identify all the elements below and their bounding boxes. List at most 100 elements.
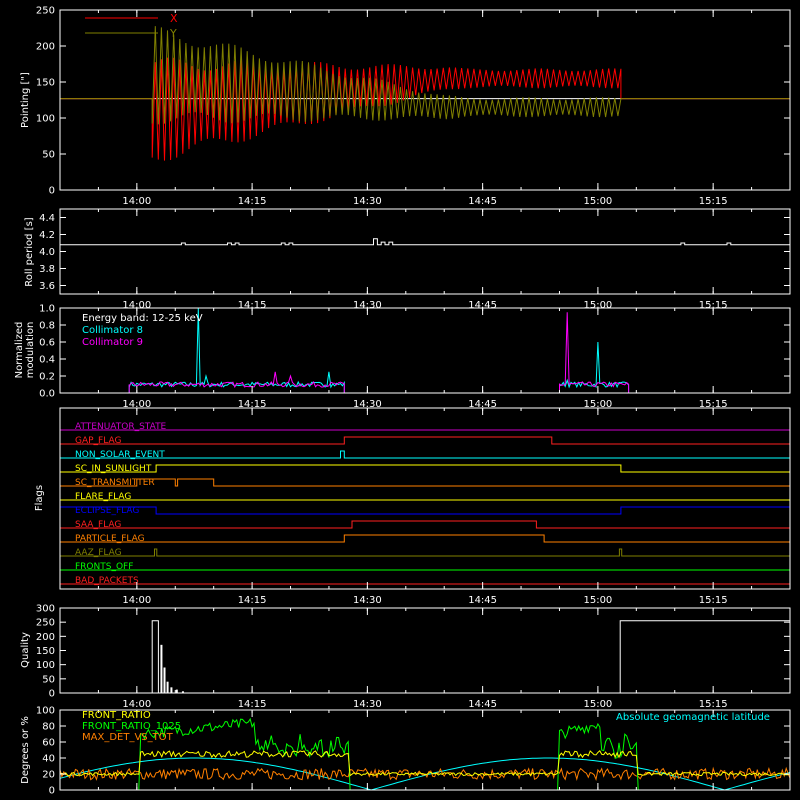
time-tick-label: 15:00 (583, 399, 612, 410)
time-tick-label: 14:45 (468, 196, 497, 207)
y-tick-label: 100 (36, 660, 55, 671)
flag-label: ATTENUATOR_STATE (75, 422, 167, 432)
quality-axes: 14:00 14:15 14:30 14:45 15:00 15:15 0 50 100 150 2… (36, 604, 791, 710)
legend-front-ratio-1025: FRONT_RATIO_1025 (82, 721, 181, 732)
y-tick-label: 0.2 (39, 372, 55, 383)
geomag-latitude-line (59, 757, 791, 791)
time-tick-label: 14:15 (238, 300, 267, 311)
flags-axes: 14:00 14:15 14:30 14:45 15:00 15:15 (59, 408, 791, 606)
quality-ylabel: Quality (20, 632, 31, 668)
y-tick-label: 0.4 (39, 355, 55, 366)
y-tick-label: 250 (36, 618, 55, 629)
time-tick-label: 14:00 (122, 399, 151, 410)
y-tick-label: 3.6 (39, 281, 55, 292)
y-tick-label: 3.8 (39, 264, 55, 275)
pointing-panel: 14:00 14:15 14:30 14:45 15:00 15:15 0 50 100 150 2… (20, 6, 791, 207)
flags-ylabel: Flags (34, 485, 45, 511)
flag-label: SAA_FLAG (75, 520, 121, 530)
flags-frame (59, 407, 791, 590)
y-tick-label: 200 (36, 42, 55, 53)
y-tick-label: 0.6 (39, 338, 55, 349)
pointing-frame (59, 9, 791, 191)
quality-series (60, 620, 790, 694)
roll-period-line (60, 238, 790, 246)
y-tick-label: 1.0 (39, 304, 55, 315)
time-tick-label: 14:00 (122, 699, 151, 710)
y-tick-label: 20 (42, 770, 55, 781)
flag-label: FLARE_FLAG (75, 492, 131, 502)
y-tick-label: 0.0 (39, 389, 55, 400)
front-ratio-frame (59, 709, 791, 791)
legend-front-ratio: FRONT_RATIO (82, 710, 151, 721)
front-ratio-panel: 0 20 40 60 80 100 Degrees or % FRONT_RATIO FR… (20, 706, 791, 797)
roll-ylabel: Roll period [s] (24, 217, 35, 286)
modulation-series (60, 307, 790, 394)
quality-line (60, 620, 790, 694)
time-tick-label: 14:45 (468, 595, 497, 606)
roll-panel: 14:00 14:15 14:30 14:45 15:00 15:15 3.6 3.8 4.0 4… (24, 208, 791, 311)
flag-line-sc-in-sunlight (60, 464, 790, 473)
flags-series: ATTENUATOR_STATE GAP_FLAG NON_SOLAR_EVENT S… (59, 422, 791, 586)
time-tick-label: 14:30 (353, 699, 382, 710)
time-tick-label: 14:00 (122, 595, 151, 606)
y-tick-label: 0 (49, 689, 55, 700)
quality-panel: 14:00 14:15 14:30 14:45 15:00 15:15 0 50 100 150 2… (20, 604, 791, 710)
legend-x-label: X (170, 12, 178, 25)
y-tick-label: 40 (42, 754, 55, 765)
modulation-ylabel-2: modulation (25, 322, 36, 379)
modulation-panel: 14:00 14:15 14:30 14:45 15:00 15:15 0.0 0.2 0.4 0… (14, 304, 791, 410)
flag-line-sc-transmitter (60, 478, 790, 487)
front-ratio-axes: 0 20 40 60 80 100 (36, 706, 791, 797)
y-tick-label: 50 (42, 674, 55, 685)
time-tick-label: 15:00 (583, 595, 612, 606)
modulation-series-collimator-9 (60, 312, 790, 394)
geomag-latitude-label: Absolute geomagnetic latitude (616, 712, 770, 723)
time-tick-label: 15:15 (699, 196, 728, 207)
flag-line-gap-flag (60, 436, 790, 445)
modulation-frame (59, 307, 791, 394)
time-tick-label: 14:30 (353, 196, 382, 207)
pointing-series-x (60, 57, 790, 161)
flag-label: AAZ_FLAG (75, 548, 122, 558)
flag-line-non-solar-event (60, 450, 790, 459)
modulation-axes: 14:00 14:15 14:30 14:45 15:00 15:15 0.0 0.2 0.4 0… (39, 304, 791, 410)
time-tick-label: 14:45 (468, 399, 497, 410)
time-tick-label: 14:15 (238, 595, 267, 606)
flag-label: BAD_PACKETS (75, 576, 139, 586)
time-tick-label: 14:30 (353, 399, 382, 410)
y-tick-label: 50 (42, 150, 55, 161)
flag-label: PARTICLE_FLAG (75, 534, 145, 544)
y-tick-label: 200 (36, 632, 55, 643)
y-tick-label: 150 (36, 78, 55, 89)
pointing-ylabel: Pointing ["] (20, 72, 31, 128)
pointing-series (60, 26, 790, 161)
flag-line-eclipse-flag (59, 506, 791, 515)
y-tick-label: 0 (49, 786, 55, 797)
time-tick-label: 14:15 (238, 699, 267, 710)
time-tick-label: 14:15 (238, 196, 267, 207)
pointing-axes: 14:00 14:15 14:30 14:45 15:00 15:15 0 50 100 150 2… (36, 6, 791, 207)
flag-label: SC_TRANSMITTER (75, 478, 155, 488)
time-tick-label: 15:15 (699, 399, 728, 410)
flag-label: GAP_FLAG (75, 436, 121, 446)
time-tick-label: 14:30 (353, 595, 382, 606)
y-tick-label: 100 (36, 706, 55, 717)
y-tick-label: 250 (36, 6, 55, 17)
y-tick-label: 4.2 (39, 230, 55, 241)
flag-line-saa-flag (60, 520, 790, 529)
flag-label: SC_IN_SUNLIGHT (75, 464, 152, 474)
modulation-ylabel-1: Normalized (14, 322, 25, 379)
time-tick-label: 15:00 (583, 196, 612, 207)
time-tick-label: 14:45 (468, 300, 497, 311)
flag-label: NON_SOLAR_EVENT (75, 450, 165, 460)
flag-line-particle-flag (60, 534, 790, 543)
collimator-8-label: Collimator 8 (82, 325, 143, 336)
roll-series (60, 238, 790, 246)
y-tick-label: 150 (36, 646, 55, 657)
front-ratio-line (59, 750, 791, 777)
y-tick-label: 0 (49, 186, 55, 197)
time-tick-label: 15:00 (583, 699, 612, 710)
y-tick-label: 60 (42, 738, 55, 749)
time-tick-label: 14:30 (353, 300, 382, 311)
y-tick-label: 4.4 (39, 213, 55, 224)
